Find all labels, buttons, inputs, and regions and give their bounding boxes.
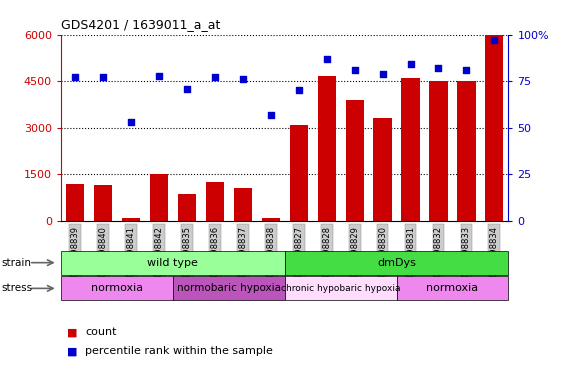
Bar	[261, 218, 280, 221]
Text: count: count	[85, 327, 117, 337]
Point	[126, 119, 135, 125]
Text: GDS4201 / 1639011_a_at: GDS4201 / 1639011_a_at	[61, 18, 220, 31]
Text: normoxia: normoxia	[91, 283, 143, 293]
Text: percentile rank within the sample: percentile rank within the sample	[85, 346, 273, 356]
Bar	[318, 76, 336, 221]
Text: strain: strain	[2, 258, 32, 268]
Text: chronic hypobaric hypoxia: chronic hypobaric hypoxia	[281, 284, 400, 293]
Point	[462, 67, 471, 73]
Text: stress: stress	[2, 283, 33, 293]
Bar	[150, 174, 168, 221]
Point	[490, 37, 499, 43]
Text: normobaric hypoxia: normobaric hypoxia	[177, 283, 281, 293]
Bar	[457, 81, 475, 221]
Point	[70, 74, 80, 81]
Bar	[206, 182, 224, 221]
Point	[98, 74, 107, 81]
Bar	[289, 124, 308, 221]
Point	[406, 61, 415, 68]
Point	[378, 71, 387, 77]
Text: ■: ■	[67, 327, 77, 337]
Point	[294, 88, 303, 94]
Text: wild type: wild type	[148, 258, 198, 268]
Bar	[485, 35, 504, 221]
Point	[434, 65, 443, 71]
Bar	[66, 184, 84, 221]
Text: ■: ■	[67, 346, 77, 356]
Point	[182, 86, 192, 92]
Point	[266, 112, 275, 118]
Text: dmDys: dmDys	[377, 258, 416, 268]
Point	[154, 73, 163, 79]
Bar	[401, 78, 419, 221]
Text: normoxia: normoxia	[426, 283, 479, 293]
Bar	[122, 218, 140, 221]
Bar	[374, 118, 392, 221]
Bar	[429, 81, 447, 221]
Point	[322, 56, 331, 62]
Bar	[178, 194, 196, 221]
Bar	[346, 100, 364, 221]
Bar	[94, 185, 112, 221]
Point	[210, 74, 220, 81]
Bar	[234, 188, 252, 221]
Point	[350, 67, 359, 73]
Point	[238, 76, 248, 82]
